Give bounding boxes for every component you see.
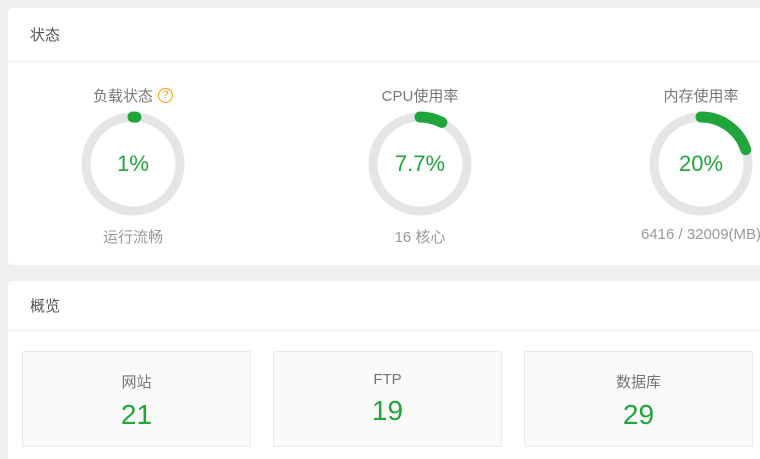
gauge-ring-svg	[648, 111, 754, 217]
overview-panel: 概览 网站 21 FTP 19 数据库 29	[8, 281, 760, 459]
card-count[interactable]: 19	[371, 395, 404, 426]
gauge-arc	[648, 111, 754, 217]
gauge-title-text: 内存使用率	[663, 87, 739, 105]
gauge-value: 7.7%	[394, 151, 446, 176]
overview-card[interactable]: FTP 19	[273, 351, 502, 447]
card-label: 网站	[121, 374, 152, 391]
gauge-ring-svg	[80, 111, 186, 217]
gauge-donut[interactable]: 1%	[80, 111, 186, 217]
gauges-row: 负载状态 ? 1% 运行流畅 CPU使用率 7.7% 16 核心 内存使用	[8, 62, 760, 262]
gauge-sub-label: 运行流畅	[102, 229, 163, 246]
overview-card[interactable]: 网站 21	[22, 351, 251, 447]
card-count[interactable]: 29	[622, 399, 655, 430]
gauge-arc	[367, 111, 473, 217]
status-panel-title: 状态	[8, 8, 760, 62]
gauge-donut[interactable]: 20%	[648, 111, 754, 217]
card-count[interactable]: 21	[120, 399, 153, 430]
gauge-title: 内存使用率	[621, 85, 760, 105]
gauge-block: 负载状态 ? 1% 运行流畅	[53, 62, 213, 247]
status-panel: 状态 负载状态 ? 1% 运行流畅 CPU使用率 7.7% 16 核心	[8, 8, 760, 265]
gauge-title: 负载状态 ?	[53, 85, 213, 105]
gauge-value: 1%	[117, 151, 149, 176]
gauge-donut[interactable]: 7.7%	[367, 111, 473, 217]
gauge-sub-label: 16 核心	[394, 229, 446, 246]
overview-cards-row: 网站 21 FTP 19 数据库 29	[8, 331, 760, 447]
gauge-sub-label: 6416 / 32009(MB)	[640, 226, 760, 243]
gauge-block: CPU使用率 7.7% 16 核心	[340, 62, 500, 247]
card-label: FTP	[373, 371, 402, 388]
overview-panel-title: 概览	[8, 281, 760, 331]
gauge-title-text: CPU使用率	[381, 87, 459, 105]
gauge-title: CPU使用率	[340, 85, 500, 105]
gauge-value: 20%	[678, 151, 724, 176]
gauge-ring-svg	[367, 111, 473, 217]
card-label: 数据库	[615, 374, 661, 391]
overview-card[interactable]: 数据库 29	[524, 351, 753, 447]
gauge-block: 内存使用率 20% 6416 / 32009(MB)	[621, 62, 760, 244]
help-icon[interactable]: ?	[158, 87, 173, 103]
gauge-title-text: 负载状态	[92, 87, 153, 105]
gauge-arc	[80, 111, 186, 217]
